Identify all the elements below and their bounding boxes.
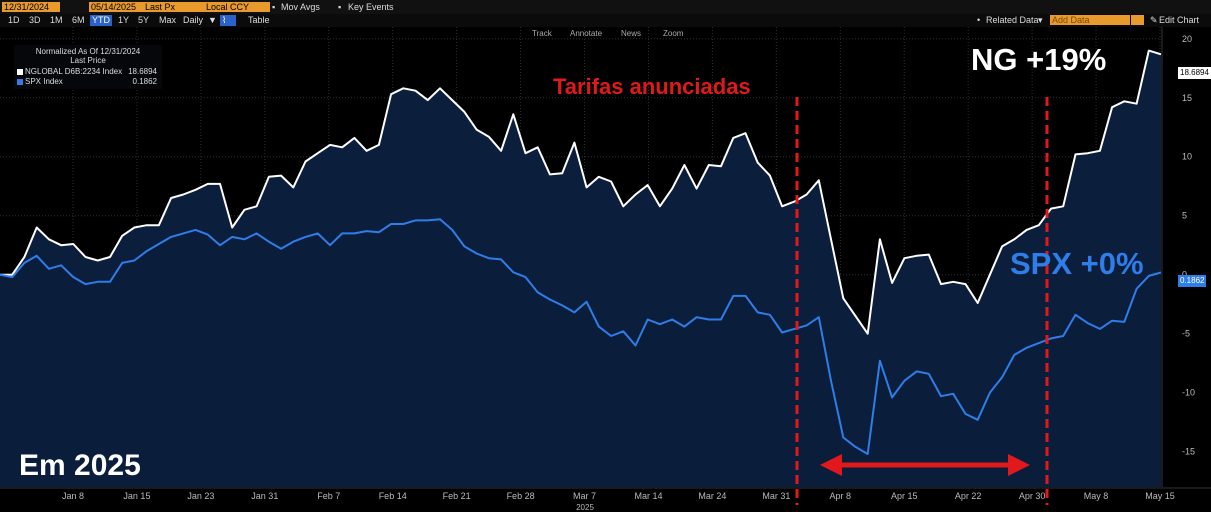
x-tick-label: Apr 8 (830, 491, 852, 501)
frequency-select[interactable]: Daily (183, 15, 204, 25)
series-areas (0, 50, 1161, 488)
x-tick-label: Jan 31 (251, 491, 278, 501)
range-1d[interactable]: 1D (8, 15, 20, 25)
legend-item-spx[interactable]: SPX Index 0.1862 (17, 77, 159, 87)
y-tick-label: 15 (1182, 93, 1192, 103)
x-tick-label: Apr 15 (891, 491, 918, 501)
y-tick-label: 5 (1182, 211, 1187, 221)
legend-swatch-spx (17, 78, 23, 85)
x-tick-label: Feb 21 (443, 491, 471, 501)
annotation-marks (795, 97, 1049, 505)
add-data-input[interactable]: Add Data (1050, 15, 1130, 25)
x-tick-label: Jan 8 (62, 491, 84, 501)
range-3d[interactable]: 3D (29, 15, 41, 25)
y-tick-label: 0 (1182, 270, 1187, 280)
y-tick-label: -5 (1182, 329, 1190, 339)
price-field-select[interactable]: Last Px (143, 2, 205, 12)
tariffs-annotation: Tarifas anunciadas (553, 74, 751, 99)
y-tick-label: -15 (1182, 447, 1195, 457)
series-lines (0, 49, 1162, 455)
spx-area (0, 219, 1161, 488)
legend-label-ng: NGLOBAL D6B:2234 Index (25, 67, 123, 76)
legend-value-ng: 18.6894 (128, 67, 157, 76)
plus-icon: • (977, 15, 981, 25)
legend-label-spx: SPX Index (25, 77, 63, 86)
legend-item-ng[interactable]: NGLOBAL D6B:2234 Index 18.6894 (17, 67, 159, 77)
range-5y[interactable]: 5Y (138, 15, 150, 25)
legend-header: Normalized As Of 12/31/2024 (35, 47, 141, 56)
related-data-button[interactable]: Related Data (986, 15, 1039, 25)
chart-tool-news[interactable]: News (621, 29, 641, 38)
x-tick-label: Mar 14 (634, 491, 662, 501)
toolbar-top: 12/31/2024 05/14/2025 Last Px Local CCY … (0, 0, 1211, 14)
arrow-head-right (1008, 454, 1030, 476)
y-tick-label: 10 (1182, 152, 1192, 162)
dropdown-arrow-icon[interactable]: ▼ (208, 15, 217, 25)
x-tick-label: Apr 22 (955, 491, 982, 501)
x-tick-label: May 15 (1145, 491, 1175, 501)
start-date-field[interactable]: 12/31/2024 (2, 2, 60, 12)
y-axis: 20 15 10 5 0 -5 -10 -15 (1161, 27, 1195, 487)
x-tick-label: Jan 23 (187, 491, 214, 501)
chart-tools: Track Annotate News Zoom (532, 29, 684, 38)
year-annotation: Em 2025 (19, 449, 141, 482)
x-tick-label: Feb 28 (507, 491, 535, 501)
x-axis: Jan 8 Jan 15 Jan 23 Jan 31 Feb 7 Feb 14 Feb 21… (0, 487, 1211, 512)
legend-value-spx: 0.1862 (132, 77, 157, 86)
edit-chart-button[interactable]: Edit Chart (1159, 15, 1200, 25)
x-tick-label: Mar 7 (573, 491, 596, 501)
spx-annotation: SPX +0% (1010, 246, 1144, 281)
chart-type-icon[interactable]: ⌇ (220, 15, 236, 26)
spx-price-tag: 0.1862 (1178, 275, 1207, 287)
x-tick-label: Apr 30 (1019, 491, 1046, 501)
range-6m[interactable]: 6M (72, 15, 85, 25)
chart-tool-annotate[interactable]: Annotate (570, 29, 603, 38)
end-date-field[interactable]: 05/14/2025 (89, 2, 145, 12)
x-tick-label: Feb 7 (317, 491, 340, 501)
ng-series-line (0, 49, 1162, 335)
x-tick-label: May 8 (1084, 491, 1109, 501)
key-events-button[interactable]: Key Events (348, 2, 394, 12)
table-button[interactable]: Table (248, 15, 270, 25)
dropdown-arrow-icon: ▾ (1038, 15, 1043, 25)
ng-annotation: NG +19% (971, 42, 1107, 77)
x-axis-year: 2025 (576, 503, 594, 512)
chart-tool-track[interactable]: Track (532, 29, 553, 38)
spx-series-line (0, 218, 1162, 455)
legend-subheader: Last Price (70, 56, 106, 65)
x-tick-label: Mar 24 (698, 491, 726, 501)
toolbar-ranges: 1D 3D 1M 6M YTD 1Y 5Y Max Daily ▼ ⌇ Tabl… (0, 14, 1211, 27)
x-tick-label: Feb 14 (379, 491, 407, 501)
legend: Normalized As Of 12/31/2024 Last Price N… (14, 45, 162, 89)
mov-avgs-button[interactable]: Mov Avgs (281, 2, 320, 12)
price-chart[interactable]: 20 15 10 5 0 -5 -10 -15 Jan 8 Jan 15 Jan 23 Jan 31… (0, 27, 1211, 512)
x-tick-label: Mar 31 (762, 491, 790, 501)
edit-chart-icon: ✎ (1150, 15, 1158, 25)
ng-price-tag: 18.6894 (1178, 67, 1211, 79)
key-events-icon: ▪ (338, 2, 342, 12)
y-tick-label: 20 (1182, 34, 1192, 44)
arrow-head-left (820, 454, 842, 476)
mov-avgs-icon: ▪ (272, 2, 276, 12)
range-ytd[interactable]: YTD (90, 15, 112, 26)
currency-select[interactable]: Local CCY (204, 2, 270, 12)
x-tick-label: Jan 15 (123, 491, 150, 501)
range-1m[interactable]: 1M (50, 15, 63, 25)
range-1y[interactable]: 1Y (118, 15, 130, 25)
add-data-icon[interactable] (1131, 15, 1144, 25)
y-tick-label: -10 (1182, 388, 1195, 398)
range-max[interactable]: Max (159, 15, 177, 25)
legend-swatch-ng (17, 68, 23, 75)
chart-tool-zoom[interactable]: Zoom (663, 29, 684, 38)
